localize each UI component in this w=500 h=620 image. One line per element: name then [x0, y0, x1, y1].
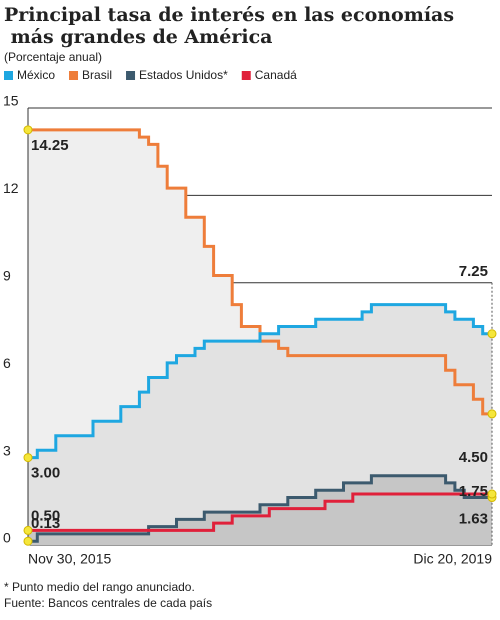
footnote: Fuente: Bancos centrales de cada país: [4, 596, 212, 610]
y-tick-label: 0: [3, 530, 11, 546]
legend-swatch: [69, 71, 79, 80]
chart-title: Principal tasa de interés en las economí…: [4, 4, 454, 26]
x-tick-label: Dic 20, 2019: [413, 551, 492, 567]
point: [487, 329, 497, 339]
line: [28, 474, 492, 543]
legend-swatch: [126, 71, 136, 80]
point: [23, 536, 33, 546]
legend-label: México: [17, 68, 55, 82]
legend-label: Estados Unidos*: [139, 68, 228, 82]
value-label: 3.00: [31, 465, 60, 482]
subtitle: (Porcentaje anual): [4, 50, 102, 64]
line: [28, 128, 492, 416]
point: [23, 125, 33, 135]
value-label: 1.75: [459, 483, 488, 500]
value-label: 7.25: [459, 263, 488, 280]
x-tick-label: Nov 30, 2015: [28, 551, 111, 567]
y-tick-label: 9: [3, 268, 11, 284]
chart-title: más grandes de América: [4, 26, 272, 48]
point: [487, 489, 497, 499]
point: [23, 453, 33, 463]
legend-swatch: [241, 71, 251, 80]
y-tick-label: 6: [3, 355, 11, 371]
point: [23, 525, 33, 535]
value-label: 4.50: [459, 449, 488, 466]
legend-swatch: [4, 71, 13, 80]
labels: Nov 30, 2015 Dic 20, 2019 3.00 7.25 14.25 4.5…: [23, 125, 497, 567]
lines: [28, 128, 492, 543]
y-tick-label: 15: [3, 93, 19, 109]
value-label: 0.50: [31, 507, 60, 524]
value-label: 14.25: [31, 137, 69, 154]
legend: México Brasil Estados Unidos* Canadá: [4, 68, 297, 82]
line: [28, 303, 492, 460]
value-label: 0.13: [31, 515, 60, 532]
point: [487, 409, 497, 419]
legend-label: Canadá: [255, 68, 297, 82]
footnote: * Punto medio del rango anunciado.: [4, 580, 195, 594]
area: [28, 494, 492, 545]
legend-label: Brasil: [82, 68, 112, 82]
line: [28, 492, 492, 532]
value-label: 1.63: [459, 510, 488, 527]
y-tick-label: 12: [3, 180, 19, 196]
y-tick-label: 3: [3, 442, 11, 458]
